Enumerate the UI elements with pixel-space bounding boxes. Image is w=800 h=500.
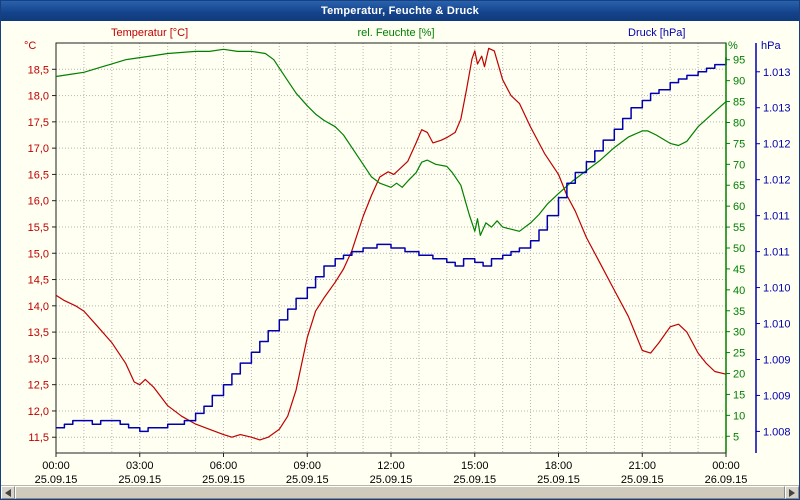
humidity-tick-label: 30 (733, 327, 745, 339)
humidity-tick-label: 75 (733, 138, 745, 150)
temperature-tick-label: 13,5 (28, 327, 49, 339)
temperature-tick-label: 17,0 (28, 143, 49, 155)
temperature-tick-label: 14,5 (28, 275, 49, 287)
humidity-tick-label: 80 (733, 117, 745, 129)
x-tick-time-label: 12:00 (377, 460, 405, 472)
x-tick-time-label: 18:00 (545, 460, 573, 472)
humidity-tick-label: 90 (733, 76, 745, 88)
temperature-tick-label: 16,0 (28, 196, 49, 208)
legend-pressure: Druck [hPa] (628, 27, 686, 39)
x-tick-time-label: 00:00 (42, 460, 70, 472)
temperature-tick-label: 13,0 (28, 353, 49, 365)
pressure-tick-label: 1.013 (763, 103, 791, 115)
pressure-unit-label: hPa (761, 40, 781, 52)
humidity-tick-label: 15 (733, 389, 745, 401)
temperature-tick-label: 18,0 (28, 91, 49, 103)
window-titlebar[interactable]: Temperatur, Feuchte & Druck (1, 1, 799, 21)
x-tick-date-label: 25.09.15 (202, 474, 245, 486)
scrollbar-right-button[interactable] (785, 486, 799, 499)
x-tick-time-label: 03:00 (126, 460, 154, 472)
pressure-tick-label: 1.011 (763, 247, 790, 259)
humidity-tick-label: 35 (733, 306, 745, 318)
x-tick-date-label: 25.09.15 (286, 474, 329, 486)
pressure-tick-label: 1.012 (763, 139, 791, 151)
scrollbar-thumb[interactable] (15, 486, 785, 499)
humidity-tick-label: 5 (733, 431, 739, 443)
pressure-tick-label: 1.010 (763, 283, 791, 295)
scroll-right-icon (789, 488, 795, 497)
temperature-tick-label: 17,5 (28, 117, 49, 129)
pressure-tick-label: 1.008 (763, 426, 791, 438)
humidity-tick-label: 50 (733, 243, 745, 255)
pressure-tick-label: 1.009 (763, 354, 791, 366)
x-tick-time-label: 00:00 (712, 460, 740, 472)
x-tick-time-label: 06:00 (210, 460, 238, 472)
temperature-tick-label: 14,0 (28, 301, 49, 313)
x-tick-date-label: 26.09.15 (705, 474, 748, 486)
humidity-tick-label: 40 (733, 285, 745, 297)
humidity-tick-label: 85 (733, 97, 745, 109)
x-tick-date-label: 25.09.15 (35, 474, 78, 486)
humidity-tick-label: 70 (733, 159, 745, 171)
pressure-tick-label: 1.013 (763, 67, 791, 79)
window-title: Temperatur, Feuchte & Druck (320, 5, 479, 17)
horizontal-scrollbar (1, 485, 799, 499)
x-tick-date-label: 25.09.15 (118, 474, 161, 486)
temperature-unit-label: °C (24, 40, 37, 52)
humidity-tick-label: 45 (733, 264, 745, 276)
humidity-tick-label: 55 (733, 222, 745, 234)
humidity-tick-label: 10 (733, 410, 745, 422)
series-line-pressure (56, 57, 727, 433)
temperature-tick-label: 15,0 (28, 248, 49, 260)
temperature-tick-label: 12,0 (28, 406, 49, 418)
scroll-left-icon (5, 488, 11, 497)
temperature-tick-label: 18,5 (28, 64, 49, 76)
series-line-humidity (55, 48, 727, 236)
temperature-tick-label: 15,5 (28, 222, 49, 234)
pressure-tick-label: 1.011 (763, 211, 790, 223)
x-tick-time-label: 21:00 (628, 460, 656, 472)
humidity-tick-label: 60 (733, 201, 745, 213)
temperature-tick-label: 11,5 (28, 432, 49, 444)
humidity-unit-label: % (728, 40, 738, 52)
humidity-tick-label: 25 (733, 348, 745, 360)
legend-temperature: Temperatur [°C] (111, 27, 189, 39)
pressure-tick-label: 1.012 (763, 175, 791, 187)
humidity-tick-label: 20 (733, 369, 745, 381)
x-tick-date-label: 25.09.15 (537, 474, 580, 486)
legend-humidity: rel. Feuchte [%] (357, 27, 435, 39)
x-tick-date-label: 25.09.15 (370, 474, 413, 486)
temperature-tick-label: 12,5 (28, 380, 49, 392)
x-tick-date-label: 25.09.15 (453, 474, 496, 486)
series-line-temperature (55, 47, 727, 441)
x-tick-time-label: 15:00 (461, 460, 489, 472)
x-tick-time-label: 09:00 (293, 460, 321, 472)
pressure-tick-label: 1.009 (763, 390, 791, 402)
humidity-tick-label: 95 (733, 55, 745, 67)
scrollbar-left-button[interactable] (1, 486, 15, 499)
pressure-tick-label: 1.010 (763, 319, 791, 331)
humidity-tick-label: 65 (733, 180, 745, 192)
temperature-tick-label: 16,5 (28, 169, 49, 181)
x-tick-date-label: 25.09.15 (621, 474, 664, 486)
